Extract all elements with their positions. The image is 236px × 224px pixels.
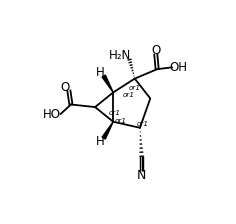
Text: or1: or1 [115,118,127,124]
Text: or1: or1 [137,121,149,127]
Polygon shape [102,122,113,139]
Text: or1: or1 [129,85,141,90]
Text: O: O [152,44,161,57]
Text: or1: or1 [123,92,135,98]
Text: O: O [60,81,69,94]
Text: H: H [96,66,105,79]
Text: H₂N: H₂N [109,49,131,62]
Polygon shape [102,75,113,93]
Text: OH: OH [170,60,188,73]
Text: or1: or1 [109,110,121,116]
Text: HO: HO [43,108,61,121]
Text: N: N [137,169,146,182]
Text: H: H [96,135,105,148]
